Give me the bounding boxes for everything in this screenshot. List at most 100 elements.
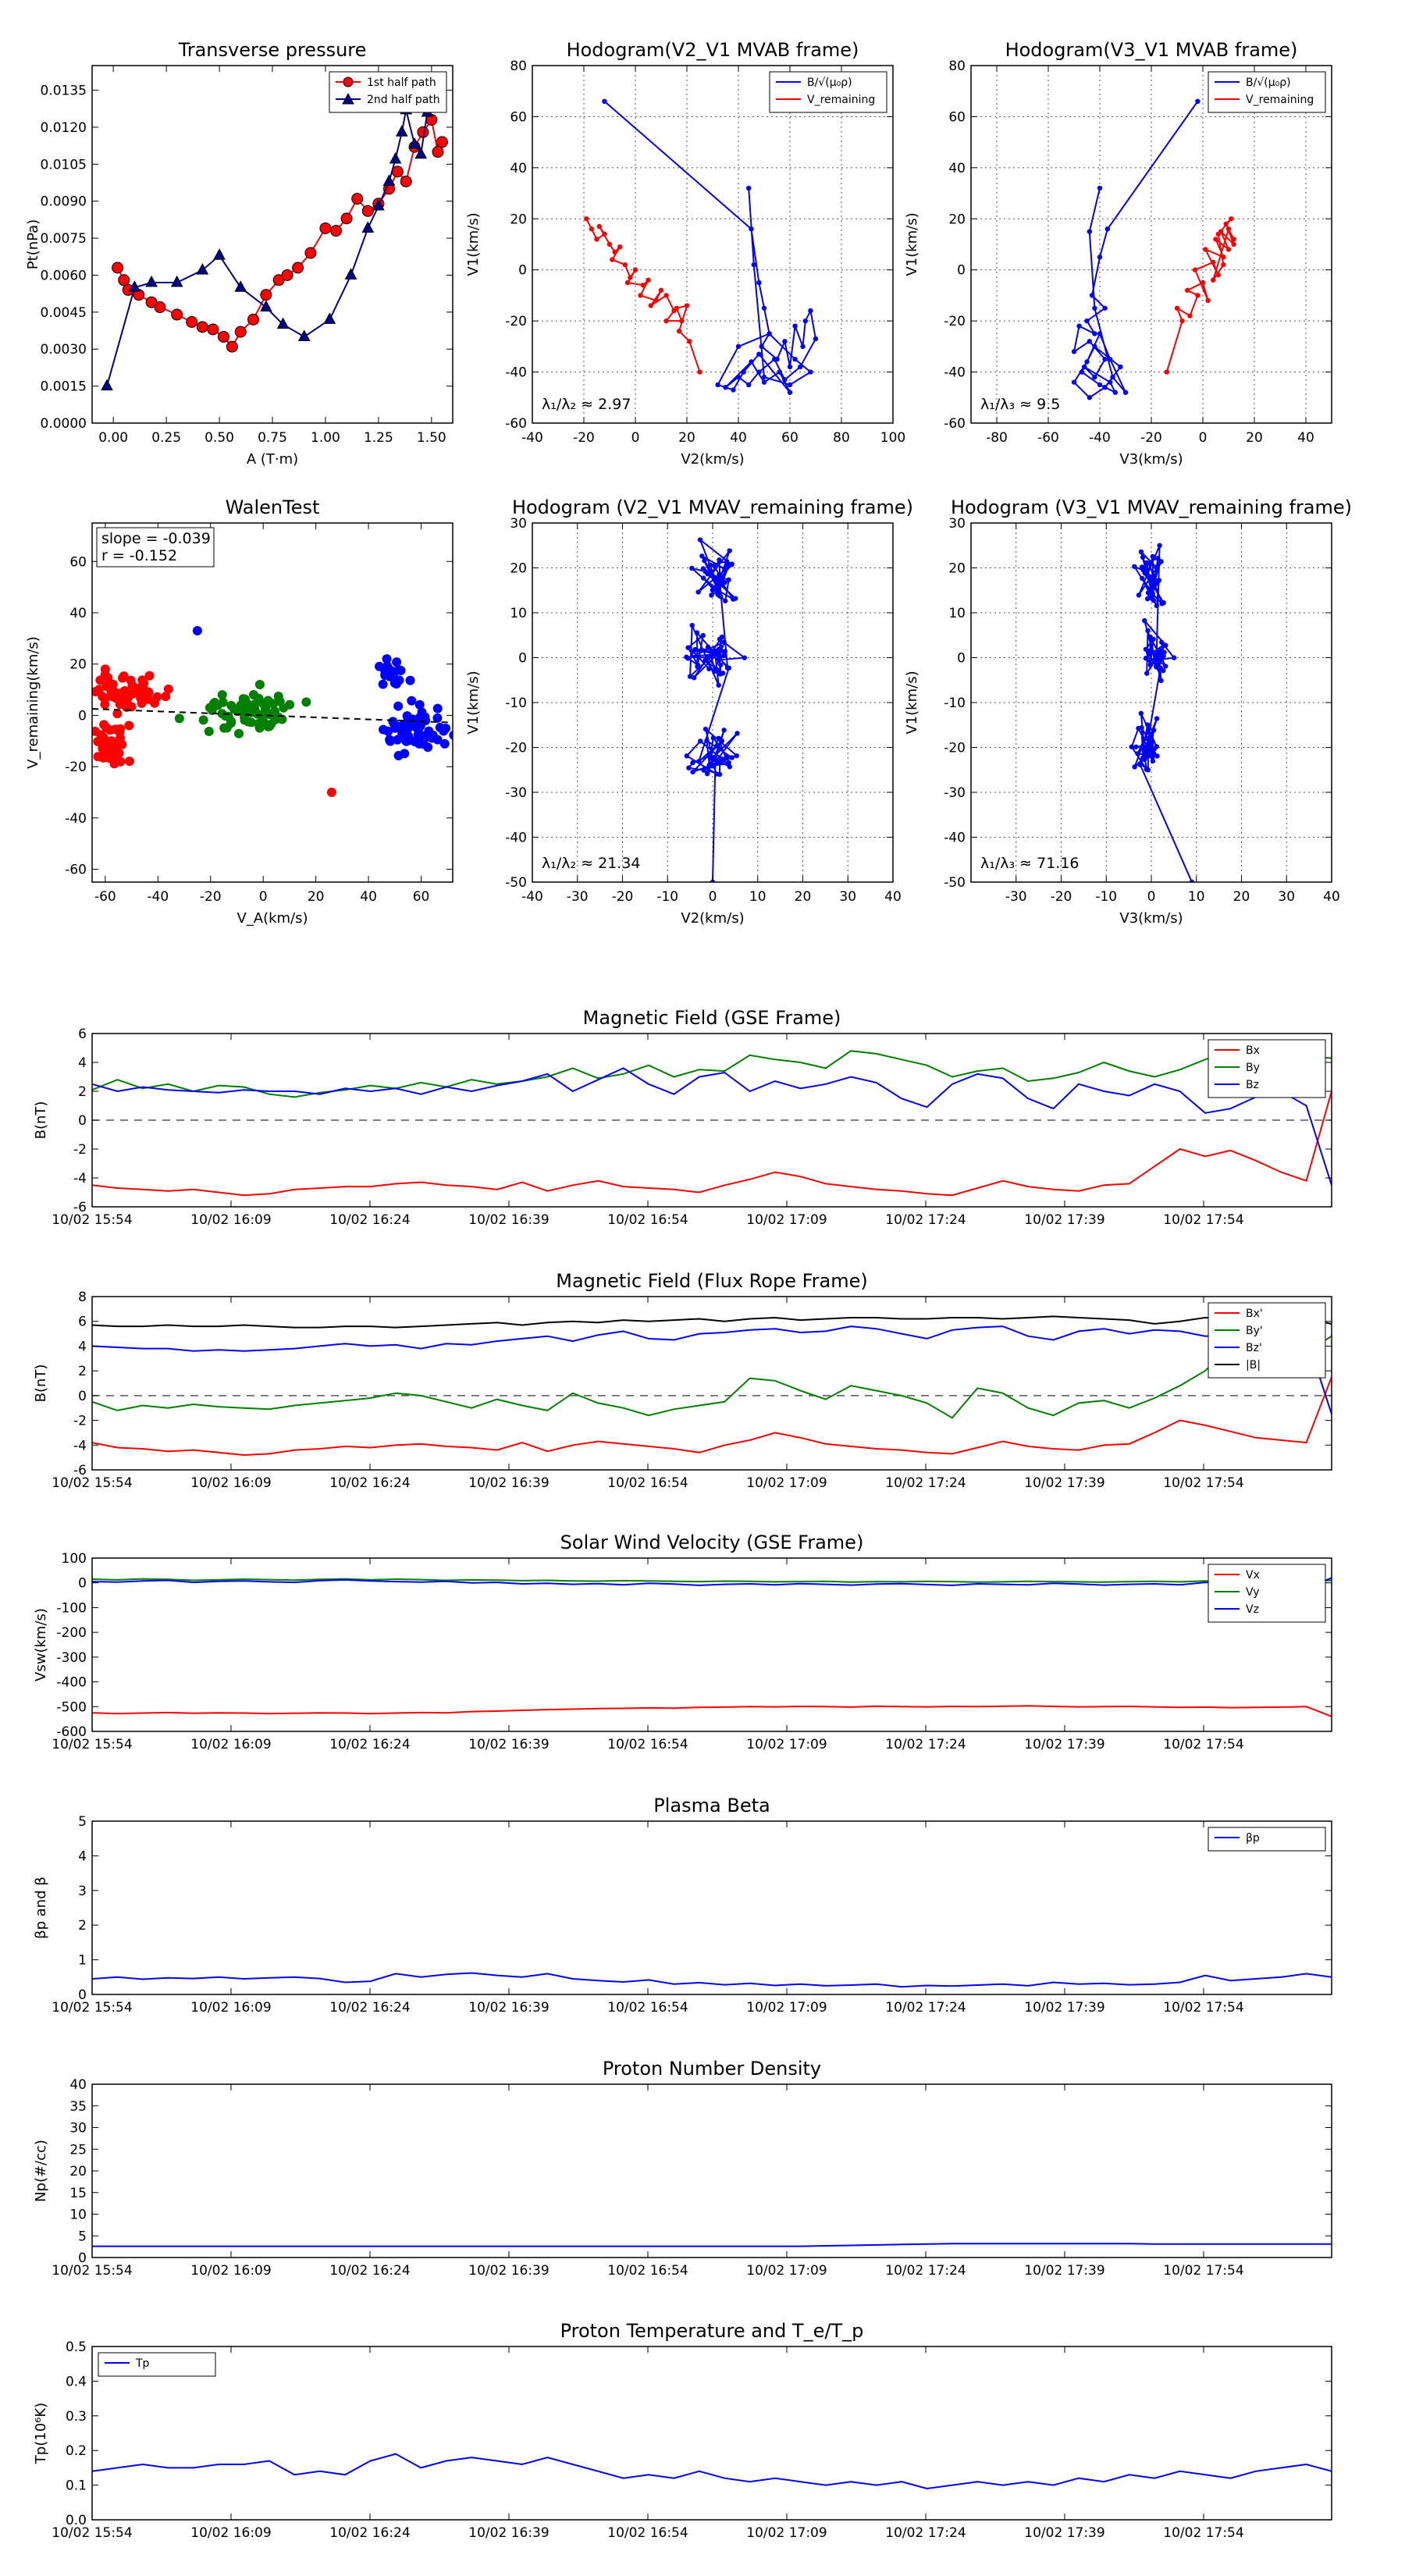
data-point [154, 301, 166, 314]
data-point [722, 598, 728, 603]
x-tick-label: 10/02 16:54 [607, 2263, 688, 2279]
x-tick-label: 10/02 16:39 [468, 1737, 549, 1752]
data-point [717, 593, 724, 600]
legend: 1st half path 2nd half path [329, 71, 447, 113]
data-point [746, 185, 752, 191]
x-tick-label: -20 [200, 889, 222, 905]
data-point [1110, 374, 1115, 380]
data-point [277, 714, 287, 724]
x-tick-label: 10/02 17:24 [885, 2000, 966, 2016]
data-point [402, 724, 412, 735]
x-tick-label: 10/02 15:54 [52, 2263, 132, 2279]
data-point [432, 703, 443, 713]
data-point [589, 226, 595, 232]
data-point [217, 690, 227, 700]
data-point [1089, 293, 1095, 298]
y-tick-label: 5 [78, 2229, 87, 2244]
y-tick-label: 40 [510, 161, 527, 176]
y-tick-label: -4 [73, 1171, 87, 1187]
data-point [1157, 543, 1162, 549]
data-point [756, 369, 762, 375]
data-point [1142, 571, 1148, 576]
y-tick-label: 0.0045 [41, 305, 87, 321]
data-point [204, 727, 214, 737]
data-point [663, 318, 669, 324]
axes-frame [91, 65, 454, 424]
y-tick-label: 25 [69, 2142, 87, 2158]
data-point [319, 222, 332, 234]
x-tick-label: 30 [1278, 889, 1295, 905]
y-tick-label: 80 [510, 59, 527, 74]
x-tick-label: 10/02 17:09 [746, 2525, 827, 2541]
data-point [1108, 357, 1113, 362]
data-point [1097, 185, 1103, 191]
legend-label: Vz [1246, 1603, 1259, 1616]
data-point [594, 237, 599, 242]
data-point [679, 318, 685, 324]
data-point [1141, 756, 1147, 763]
data-point [718, 662, 724, 667]
y-tick-label: -2 [73, 1414, 87, 1429]
data-point [121, 699, 131, 710]
axes-frame [532, 65, 894, 424]
data-point [414, 147, 428, 159]
x-tick-label: -30 [567, 889, 589, 905]
plot-area [92, 2243, 1332, 2247]
x-tick-label: 10/02 16:09 [190, 1737, 271, 1752]
data-point [787, 382, 793, 388]
y-tick-label: 0.0 [66, 2513, 87, 2528]
data-point [717, 575, 722, 582]
y-tick-label: 0 [78, 708, 87, 724]
data-point [684, 654, 689, 660]
data-point [1225, 226, 1232, 232]
data-point [715, 382, 720, 388]
data-point [150, 698, 160, 708]
data-point [1150, 753, 1155, 758]
data-point [674, 305, 679, 311]
data-point [1144, 722, 1151, 728]
y-tick-label: -30 [505, 785, 527, 801]
x-tick-label: 10/02 17:24 [885, 2263, 966, 2279]
data-point [254, 693, 264, 703]
data-point [709, 592, 714, 598]
data-point [1136, 725, 1141, 731]
data-point [702, 726, 709, 732]
x-tick-label: 40 [730, 430, 747, 446]
panel-walen: -60 -40 -20 0 20 40 60 -60 -40 -20 0 20 40 60 WalenTes… [25, 496, 454, 927]
x-tick-label: 40 [1323, 889, 1340, 905]
data-point [432, 713, 443, 723]
data-point [161, 692, 171, 702]
data-point [1221, 262, 1226, 268]
y-tick-label: -4 [73, 1438, 87, 1453]
x-tick-label: 20 [1233, 889, 1250, 905]
data-point [689, 565, 695, 571]
panel-vsw: 10/02 15:54 10/02 16:09 10/02 16:24 10/02 1… [33, 1532, 1332, 1752]
chart-title: Hodogram (V2_V1 MVAV_remaining frame) [512, 496, 913, 518]
x-tick-label: 10/02 17:54 [1163, 2000, 1243, 2016]
y-tick-label: 15 [69, 2186, 87, 2201]
y-tick-label: 0.0000 [41, 416, 87, 432]
x-tick-label: 10/02 16:54 [607, 2525, 688, 2541]
data-point [94, 685, 104, 695]
legend-label: V_remaining [807, 94, 875, 106]
y-tick-label: 60 [510, 109, 527, 125]
data-point [263, 696, 273, 706]
data-point [260, 289, 272, 301]
data-point [808, 308, 813, 314]
x-tick-label: 10/02 16:09 [190, 2000, 271, 2016]
data-point [729, 755, 735, 760]
data-point [137, 698, 147, 708]
y-tick-label: 0.0135 [41, 84, 87, 99]
series-line [92, 1335, 1332, 1419]
data-point [717, 771, 723, 777]
data-point [1225, 247, 1232, 252]
x-tick-label: 0 [259, 889, 268, 905]
y-tick-label: 0.0105 [41, 157, 87, 173]
x-tick-label: 20 [1246, 430, 1263, 446]
x-tick-label: 10/02 16:09 [190, 2263, 271, 2279]
data-point [596, 223, 602, 229]
data-point [648, 303, 653, 308]
data-point [646, 277, 651, 283]
data-point [1144, 596, 1151, 602]
data-point [699, 553, 705, 559]
